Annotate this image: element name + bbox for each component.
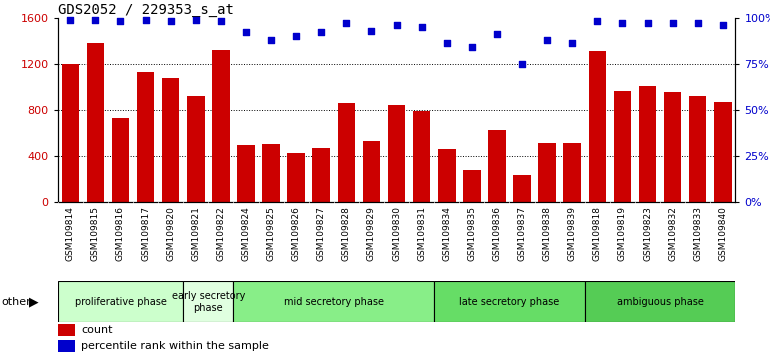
Bar — [58, 324, 75, 336]
Bar — [233, 281, 434, 322]
Bar — [183, 281, 233, 322]
Point — [165, 18, 177, 24]
Text: ▶: ▶ — [29, 295, 38, 308]
Text: GSM109818: GSM109818 — [593, 206, 602, 261]
Text: GSM109824: GSM109824 — [242, 206, 250, 261]
Text: early secretory
phase: early secretory phase — [172, 291, 245, 313]
Point — [290, 33, 303, 39]
Bar — [714, 102, 732, 202]
Text: GSM109822: GSM109822 — [216, 206, 226, 261]
Text: GSM109828: GSM109828 — [342, 206, 351, 261]
Point — [315, 30, 327, 35]
Point — [566, 41, 578, 46]
Text: percentile rank within the sample: percentile rank within the sample — [82, 341, 270, 352]
Bar — [112, 118, 129, 202]
Text: GSM109838: GSM109838 — [543, 206, 551, 261]
Point — [239, 30, 252, 35]
Bar — [212, 50, 229, 202]
Point — [541, 37, 554, 42]
Point — [114, 18, 126, 24]
Bar — [363, 141, 380, 202]
Text: GSM109837: GSM109837 — [517, 206, 527, 261]
Bar — [86, 43, 104, 202]
Point — [64, 17, 76, 22]
Point — [390, 22, 403, 28]
Text: GSM109835: GSM109835 — [467, 206, 477, 261]
Bar — [689, 96, 707, 202]
Point — [717, 22, 729, 28]
Text: GSM109825: GSM109825 — [266, 206, 276, 261]
Text: other: other — [2, 297, 32, 307]
Point — [691, 21, 704, 26]
Bar — [488, 131, 506, 202]
Text: GSM109836: GSM109836 — [493, 206, 501, 261]
Text: GSM109832: GSM109832 — [668, 206, 677, 261]
Bar — [287, 154, 305, 202]
Point — [365, 28, 377, 33]
Bar — [58, 340, 75, 353]
Text: late secretory phase: late secretory phase — [460, 297, 560, 307]
Text: GSM109831: GSM109831 — [417, 206, 426, 261]
Bar — [614, 91, 631, 202]
Text: ambiguous phase: ambiguous phase — [617, 297, 704, 307]
Point — [215, 18, 227, 24]
Bar — [538, 143, 556, 202]
Text: GSM109815: GSM109815 — [91, 206, 100, 261]
Text: GSM109823: GSM109823 — [643, 206, 652, 261]
Text: GDS2052 / 229353_s_at: GDS2052 / 229353_s_at — [58, 3, 233, 17]
Point — [416, 24, 428, 30]
Bar — [588, 51, 606, 202]
Point — [89, 17, 102, 22]
Point — [440, 41, 453, 46]
Text: GSM109821: GSM109821 — [191, 206, 200, 261]
Point — [616, 21, 628, 26]
Bar — [62, 64, 79, 202]
Text: count: count — [82, 325, 113, 336]
Bar — [58, 281, 183, 322]
Bar — [584, 281, 735, 322]
Bar — [187, 96, 205, 202]
Bar — [434, 281, 584, 322]
Text: proliferative phase: proliferative phase — [75, 297, 166, 307]
Bar — [313, 148, 330, 202]
Text: GSM109834: GSM109834 — [442, 206, 451, 261]
Text: GSM109826: GSM109826 — [292, 206, 300, 261]
Text: GSM109816: GSM109816 — [116, 206, 125, 261]
Point — [340, 21, 353, 26]
Text: GSM109839: GSM109839 — [567, 206, 577, 261]
Point — [490, 32, 503, 37]
Bar — [639, 86, 656, 202]
Text: mid secretory phase: mid secretory phase — [284, 297, 383, 307]
Bar — [438, 149, 456, 202]
Point — [265, 37, 277, 42]
Point — [139, 17, 152, 22]
Point — [641, 21, 654, 26]
Bar — [413, 111, 430, 202]
Text: GSM109840: GSM109840 — [718, 206, 728, 261]
Point — [667, 21, 679, 26]
Bar — [263, 144, 280, 202]
Text: GSM109827: GSM109827 — [316, 206, 326, 261]
Text: GSM109819: GSM109819 — [618, 206, 627, 261]
Text: GSM109829: GSM109829 — [367, 206, 376, 261]
Bar — [463, 170, 480, 202]
Bar — [162, 78, 179, 202]
Text: GSM109814: GSM109814 — [65, 206, 75, 261]
Bar — [137, 72, 154, 202]
Bar — [237, 145, 255, 202]
Point — [466, 44, 478, 50]
Bar — [564, 143, 581, 202]
Text: GSM109830: GSM109830 — [392, 206, 401, 261]
Bar — [514, 175, 531, 202]
Text: GSM109833: GSM109833 — [693, 206, 702, 261]
Text: GSM109817: GSM109817 — [141, 206, 150, 261]
Bar — [388, 105, 405, 202]
Point — [189, 17, 202, 22]
Point — [516, 61, 528, 67]
Text: GSM109820: GSM109820 — [166, 206, 176, 261]
Bar — [337, 103, 355, 202]
Point — [591, 18, 604, 24]
Bar — [664, 92, 681, 202]
